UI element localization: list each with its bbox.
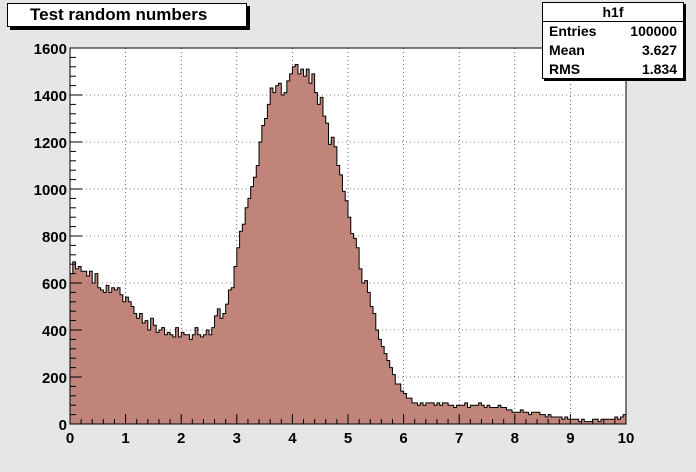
stats-rms-value: 1.834	[641, 61, 677, 77]
stats-mean-row: Mean 3.627	[543, 41, 683, 60]
y-tick-label: 1400	[34, 88, 67, 105]
histogram-bars	[69, 63, 627, 425]
chart-title: Test random numbers	[7, 3, 247, 27]
stats-rms-label: RMS	[549, 61, 581, 77]
y-tick-label: 600	[42, 276, 67, 293]
y-tick-label: 1600	[34, 41, 67, 58]
axes: 0 1 2 3 4 5 6 7 8 9 10 0 200 400 600 800 1000 1200 1400 160…	[34, 41, 635, 447]
y-tick-label: 400	[42, 323, 67, 340]
x-tick-label: 7	[455, 430, 463, 447]
y-tick-label: 200	[42, 370, 67, 387]
x-tick-label: 8	[511, 430, 519, 447]
x-tick-label: 2	[177, 430, 185, 447]
x-tick-label: 6	[399, 430, 407, 447]
y-tick-label: 1000	[34, 182, 67, 199]
chart-title-text: Test random numbers	[30, 5, 208, 24]
stats-mean-value: 3.627	[641, 42, 677, 58]
x-tick-label: 9	[566, 430, 574, 447]
stats-box: h1f Entries 100000 Mean 3.627 RMS 1.834	[542, 2, 684, 79]
y-tick-label: 800	[42, 229, 67, 246]
y-tick-label: 0	[59, 417, 67, 434]
stats-entries-label: Entries	[549, 23, 597, 39]
x-tick-label: 0	[66, 430, 74, 447]
stats-entries-value: 100000	[630, 23, 677, 39]
x-tick-label: 4	[288, 430, 297, 447]
stats-rms-row: RMS 1.834	[543, 60, 683, 79]
x-tick-label: 1	[121, 430, 129, 447]
stats-mean-label: Mean	[549, 42, 585, 58]
stats-histogram-name: h1f	[543, 3, 683, 22]
x-tick-label: 10	[618, 430, 635, 447]
x-tick-label: 3	[233, 430, 241, 447]
x-tick-label: 5	[344, 430, 352, 447]
stats-entries-row: Entries 100000	[543, 22, 683, 41]
y-tick-label: 1200	[34, 135, 67, 152]
